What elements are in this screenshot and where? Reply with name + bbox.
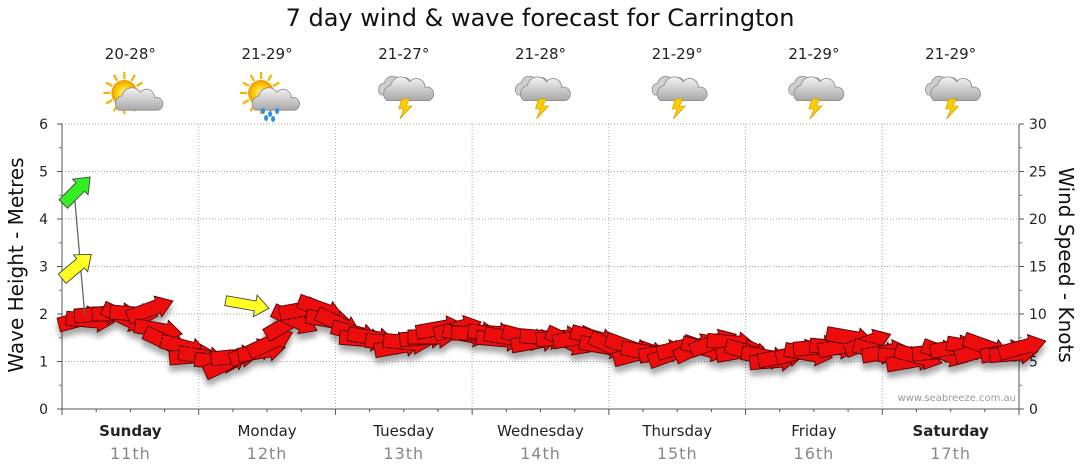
thunderstorm-icon [651,75,708,120]
day-date: 14th [520,444,561,463]
tick-label-left: 3 [39,260,48,276]
tick-label-right: 15 [1029,260,1047,276]
highlighted-arrow-shape [58,176,91,209]
day-name: Wednesday [497,422,584,440]
wind-arrow [997,333,1047,361]
thunderstorm-icon [378,75,435,120]
tick-label-right: 0 [1029,402,1038,418]
highlighted-arrow-shape [57,253,92,284]
tick-label-left: 2 [39,307,48,323]
weather-icons [103,72,981,122]
day-name: Saturday [912,422,989,440]
tick-label-right: 10 [1029,307,1047,323]
watermark: www.seabreeze.com.au [898,393,1016,404]
day-temperature: 21-28° [515,45,566,63]
wind-arrows [56,293,1047,381]
highlighted-arrows [57,176,270,318]
highlighted-arrow-shape [224,294,270,318]
day-temperature: 21-29° [242,45,293,63]
tick-label-left: 0 [39,402,48,418]
thunderstorm-icon [514,75,571,120]
wind-arrow-shape [997,333,1047,361]
tick-label-right: 30 [1029,117,1047,133]
y-axis-left-title: Wave Height - Metres [4,157,28,372]
tick-label-right: 25 [1029,165,1047,181]
day-date: 16th [794,444,835,463]
day-date: 13th [383,444,424,463]
day-date: 12th [247,444,288,463]
axes: 0 1 2 3 4 5 6 0 5 10 15 20 25 30 [39,117,1047,418]
day-temperature: 21-29° [652,45,703,63]
day-date: 17th [930,444,971,463]
day-name: Tuesday [372,422,434,440]
y-axis-right-title: Wind Speed - Knots [1054,167,1078,363]
day-temperature: 21-29° [788,45,839,63]
highlighted-wind-arrow [58,176,91,209]
day-name: Thursday [641,422,712,440]
highlighted-wind-arrow [224,294,270,318]
tick-label-right: 5 [1029,355,1038,371]
partly-cloudy-showers-icon [240,72,301,122]
day-name: Monday [237,422,296,440]
day-temperature: 21-29° [925,45,976,63]
tick-label-left: 4 [39,212,48,228]
tick-label-left: 5 [39,165,48,181]
thunderstorm-icon [925,75,981,120]
chart-title: 7 day wind & wave forecast for Carringto… [285,4,795,32]
tick-label-left: 6 [39,117,48,133]
day-temperature: 20-28° [105,45,156,63]
day-name: Friday [791,422,837,440]
day-name: Sunday [99,422,162,440]
thunderstorm-icon [788,75,845,120]
day-labels: Sunday 11th 20-28° Monday 12th 21-29° Tuesday 1… [99,45,989,463]
highlighted-wind-arrow [57,253,92,284]
tick-label-left: 1 [39,355,48,371]
tick-label-right: 20 [1029,212,1047,228]
day-temperature: 21-27° [378,45,429,63]
day-date: 15th [657,444,698,463]
day-date: 11th [110,444,151,463]
partly-cloudy-icon [103,72,164,114]
